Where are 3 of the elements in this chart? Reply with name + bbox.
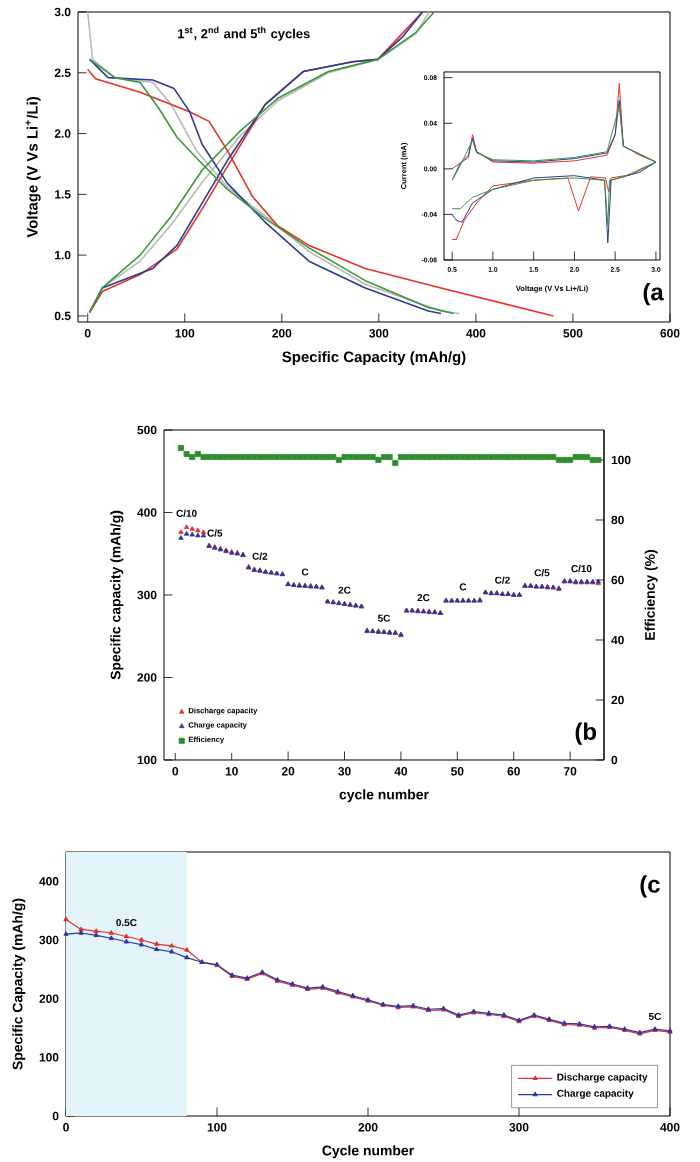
annotation: (a	[643, 282, 664, 306]
annotation: (b	[575, 722, 597, 745]
annotation: (c	[640, 875, 660, 898]
